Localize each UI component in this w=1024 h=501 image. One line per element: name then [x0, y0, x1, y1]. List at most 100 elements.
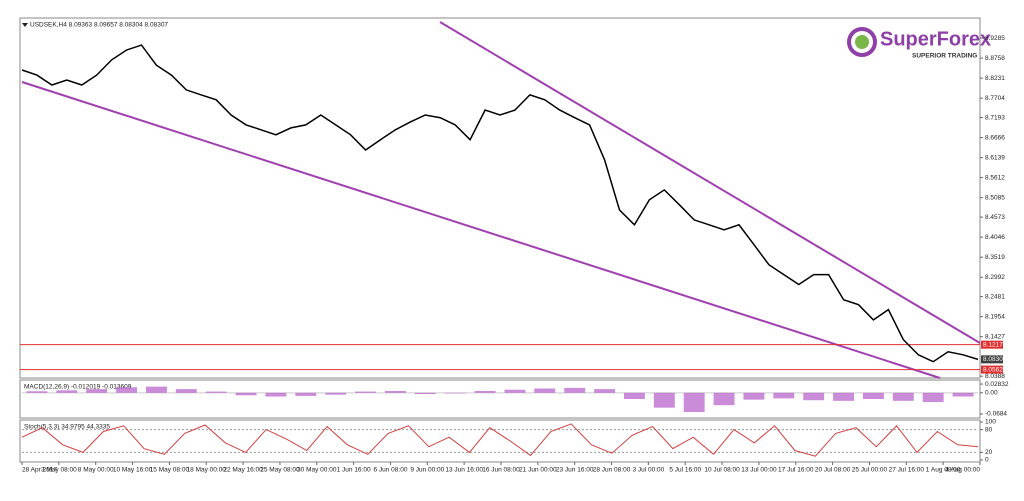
x-tick-label: 1 Jun 16:00: [337, 467, 371, 474]
x-tick-label: 13 Jul 00:00: [741, 467, 777, 474]
x-tick-label: 18 May 00:00: [187, 467, 227, 474]
y-tick-label: 8.5085: [985, 194, 1005, 201]
panel-title: MACD(12,26,9) -0.012019 -0.013609: [24, 384, 132, 391]
series-line: [21, 44, 979, 363]
bar: [683, 392, 705, 412]
y-tick-label: 8.0388: [985, 373, 1005, 380]
y-tick-label: 8.8758: [985, 55, 1005, 62]
price-label-bg: [981, 355, 1003, 364]
y-tick-label: 8.2481: [985, 293, 1005, 300]
bar: [892, 392, 914, 401]
bar: [773, 392, 795, 399]
x-tick-label: 28 Apr 2017: [22, 467, 57, 474]
bar: [474, 390, 496, 393]
bar: [145, 386, 167, 393]
x-tick-label: 21 Jun 00:00: [519, 467, 557, 474]
y-tick-label: 0: [985, 457, 989, 464]
x-tick-label: 5 Jul 16:00: [669, 467, 701, 474]
bar: [952, 392, 974, 397]
x-tick-label: 30 May 00:00: [297, 467, 337, 474]
bar: [116, 387, 138, 393]
bar: [86, 389, 108, 393]
bar: [862, 392, 884, 399]
series-line: [21, 423, 979, 457]
y-tick-label: 80: [985, 426, 993, 433]
bar: [325, 392, 347, 395]
logo-icon: [847, 27, 877, 57]
bar: [235, 392, 257, 396]
x-tick-label: 4 Aug 00:00: [945, 467, 980, 474]
bar: [504, 389, 526, 393]
y-tick-label: 8.7193: [985, 114, 1005, 121]
price-label-bg: [981, 340, 1003, 349]
y-tick-label: 8.6139: [985, 154, 1005, 161]
bar: [384, 390, 406, 393]
x-tick-label: 28 Jun 08:00: [593, 467, 631, 474]
stoch-panel: [19, 419, 981, 463]
bar: [444, 392, 466, 394]
bar: [922, 392, 944, 403]
y-tick-label: 100: [985, 419, 996, 426]
y-tick-label: 8.2992: [985, 274, 1005, 281]
bar: [833, 392, 855, 401]
y-tick-label: 8.6666: [985, 134, 1005, 141]
logo-brand: SuperForex: [880, 28, 991, 50]
x-tick-label: 17 Jul 16:00: [778, 467, 814, 474]
bar: [26, 391, 48, 393]
logo-icon: [855, 35, 869, 49]
y-tick-label: 8.8231: [985, 75, 1005, 82]
x-tick-label: 15 May 08:00: [150, 467, 190, 474]
x-tick-label: 25 Jul 00:00: [852, 467, 888, 474]
x-tick-label: 22 May 16:00: [223, 467, 263, 474]
bar: [56, 390, 78, 393]
bar: [623, 392, 645, 399]
price-label: 8.1217: [983, 341, 1003, 348]
bar: [653, 392, 675, 408]
bar: [803, 392, 825, 401]
y-tick-label: 0.02832: [985, 381, 1009, 388]
bar: [265, 392, 287, 397]
price-label: 8.0830: [983, 356, 1003, 363]
x-tick-label: 20 Jul 08:00: [815, 467, 851, 474]
menu-arrow: [22, 23, 28, 27]
panel-title: USDSEK,H4 8.09363 8.09657 8.08304 8.0830…: [30, 22, 168, 29]
x-tick-label: 6 Jun 08:00: [373, 467, 407, 474]
y-tick-label: 8.4046: [985, 234, 1005, 241]
panel-title: Stoch(5,3,3) 34.9795 44.3335: [24, 424, 110, 431]
x-tick-label: 25 May 08:00: [260, 467, 300, 474]
bar: [355, 391, 377, 393]
bar: [564, 387, 586, 393]
logo-tagline: SUPERIOR TRADING: [912, 53, 977, 60]
price-label-bg: [981, 365, 1003, 374]
bar: [205, 391, 227, 393]
y-tick-label: 8.5612: [985, 174, 1005, 181]
y-tick-label: 8.1954: [985, 313, 1005, 320]
trend-line: [439, 21, 981, 344]
bar: [534, 388, 556, 393]
x-tick-label: 9 Jun 00:00: [410, 467, 444, 474]
y-tick-label: -0.0684: [985, 411, 1007, 418]
x-tick-label: 27 Jul 16:00: [889, 467, 925, 474]
x-tick-label: 16 Jun 08:00: [482, 467, 520, 474]
y-tick-label: 8.3519: [985, 254, 1005, 261]
trend-line: [21, 81, 941, 379]
y-tick-label: 8.4573: [985, 214, 1005, 221]
x-tick-label: 23 Jun 16:00: [556, 467, 594, 474]
price-label: 8.0562: [983, 366, 1003, 373]
x-tick-label: 8 May 00:00: [78, 467, 114, 474]
bar: [594, 389, 616, 393]
bar: [743, 392, 765, 400]
x-tick-label: 3 May 08:00: [41, 467, 77, 474]
x-tick-label: 10 Jul 08:00: [704, 467, 740, 474]
y-tick-label: 8.7704: [985, 95, 1005, 102]
x-tick-label: 1 Aug 08:00: [926, 467, 961, 474]
logo: SuperForex SUPERIOR TRADING: [847, 27, 991, 60]
y-tick-label: 20: [985, 449, 993, 456]
y-tick-label: 0.00: [985, 390, 998, 397]
bar: [414, 392, 436, 395]
y-tick-label: 8.1427: [985, 333, 1005, 340]
bar: [295, 392, 317, 396]
